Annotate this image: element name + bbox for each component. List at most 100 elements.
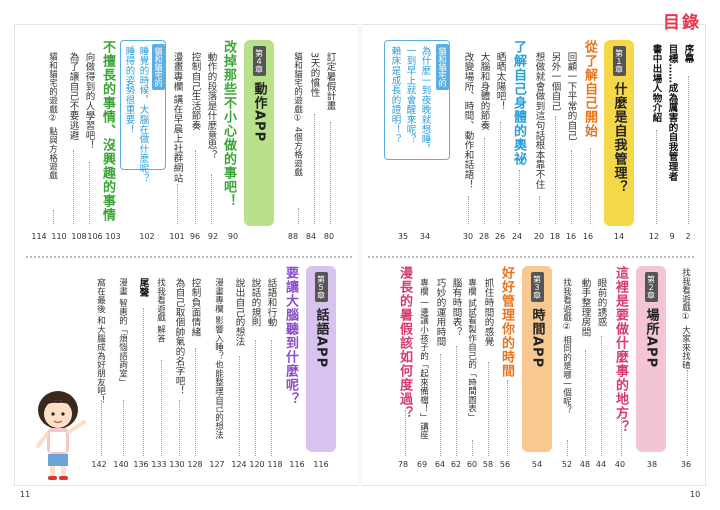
leader-dots — [555, 116, 556, 224]
toc-item[interactable]: 貓和貓宅的遊戲① 4個方格遊戲 — [292, 52, 303, 177]
section-know-yourself[interactable]: 從了解自己開始 — [582, 40, 597, 138]
page-ref: 108 — [71, 232, 87, 241]
leader-dots — [314, 114, 315, 224]
page-ref: 101 — [169, 232, 185, 241]
toc-item[interactable]: 巧妙的運用時間 — [434, 278, 446, 347]
leader-dots — [177, 184, 178, 224]
column-box-1-line[interactable]: 一到早上就會醒來呢？ — [404, 46, 416, 144]
section-body-secret[interactable]: 了解自己身體的奧祕 — [511, 40, 526, 166]
column-box-1-line[interactable]: 賴床是成長的證明！？ — [389, 46, 401, 144]
column-box-1-line[interactable]: 為什麼一到夜晚就想睡， — [419, 46, 431, 154]
section-manage-time[interactable]: 好好管理你的時間 — [499, 266, 514, 378]
toc-intro-prologue[interactable]: 序幕 — [682, 44, 694, 64]
right-page-number: 10 — [690, 490, 701, 499]
girl-illustration — [36, 391, 86, 480]
leader-dots — [590, 148, 591, 224]
page-ref: 38 — [646, 460, 658, 469]
toc-item[interactable]: 另外一個自己 — [549, 52, 561, 111]
toc-item-epilogue[interactable]: 尾聲 — [137, 278, 149, 298]
column-box-1 — [384, 40, 450, 160]
toc-item-game[interactable]: 找我看遊戲① 大家來找碴 — [680, 268, 691, 370]
toc-item[interactable]: 說出自己的想法 — [233, 278, 245, 347]
leader-dots — [53, 210, 54, 224]
toc-item[interactable]: 眼前的誘惑 — [595, 278, 607, 327]
toc-item[interactable]: 控制自己生活節奏 — [189, 52, 201, 131]
page-ref: 96 — [189, 232, 201, 241]
chapter-1-tag: 第１章 — [612, 46, 626, 76]
page-ref: 28 — [478, 232, 490, 241]
chapter-4-title: 動作APP — [251, 82, 267, 143]
leader-dots — [101, 400, 102, 456]
chapter-4-box[interactable]: 第４章 動作APP — [244, 40, 274, 226]
toc-item[interactable]: 為了讓自己不要逃避 — [67, 52, 79, 141]
toc-item[interactable]: 專欄 一邊讓小孩子的「起來備檔！」講座 — [418, 278, 429, 440]
toc-intro-goal[interactable]: 目標……成為厲害的自我管理者 — [666, 44, 678, 182]
toc-item[interactable]: 向做得到的人學習吧！ — [83, 52, 95, 150]
page-ref: 116 — [289, 460, 305, 469]
leader-dots — [456, 346, 457, 456]
chapter-3-box[interactable]: 第３章 時間APP — [522, 266, 552, 452]
page-ref: 9 — [669, 232, 675, 241]
chapter-1-box[interactable]: 第１章 什麼是自我管理？ — [604, 40, 634, 226]
toc-item[interactable]: 控制負面情緒 — [189, 278, 201, 337]
page-ref: 136 — [133, 460, 149, 469]
toc-item[interactable]: 回顧一下平常的自己 — [565, 52, 577, 141]
section-what-place[interactable]: 這裡是要做什麼事的地方？ — [613, 266, 628, 434]
chapter-2-title: 場所APP — [643, 308, 659, 369]
toc-item[interactable]: 貓和貓宅的遊戲② 點與方格遊戲 — [47, 52, 58, 180]
page-ref: 2 — [685, 232, 691, 241]
leader-dots — [567, 440, 568, 456]
toc-item[interactable]: 動作的段落是什麼意思？ — [205, 52, 217, 160]
toc-item[interactable]: 動手整理房間 — [579, 278, 591, 337]
toc-intro-characters[interactable]: 書中出場人物介紹 — [650, 44, 662, 123]
page-ref: 36 — [680, 460, 692, 469]
column-box-2-line[interactable]: 睡覺的時候，大腦在做什麼呢？ — [137, 46, 149, 184]
toc-item[interactable]: 晒晒太陽吧！ — [494, 52, 506, 111]
toc-item[interactable]: 改變場所、時間、動作和話語！ — [462, 52, 474, 190]
toc-item[interactable]: 抓住時間的感覺 — [482, 278, 494, 347]
column-box-1-tab: 貓和貓宅的 — [436, 44, 449, 90]
leader-dots — [89, 162, 90, 224]
toc-item[interactable]: 找我看遊戲② 相同的是哪一個呢？ — [561, 278, 572, 415]
column-box-2-line[interactable]: 睡得的姿勢很重要！ — [123, 46, 135, 135]
section-brain-hear[interactable]: 要讓大腦聽到什麼呢？ — [283, 266, 298, 406]
book-spine — [358, 24, 362, 486]
page-ref: 84 — [305, 232, 317, 241]
page-ref: 103 — [105, 232, 121, 241]
toc-item[interactable]: 漫畫專欄 講在早晨上社群網站 — [171, 52, 183, 183]
toc-item[interactable]: 想做就會做到這句話根本靠不住 — [533, 52, 545, 190]
page-ref: 54 — [531, 460, 543, 469]
chapter-2-box[interactable]: 第２章 場所APP — [636, 266, 666, 452]
page-ref: 116 — [313, 460, 329, 469]
page-ref: 26 — [494, 232, 506, 241]
page-ref: 118 — [267, 460, 283, 469]
chapter-4-tag: 第４章 — [252, 46, 266, 76]
toc-item[interactable]: 大腦和身體的節奏 — [478, 52, 490, 131]
leader-dots — [484, 138, 485, 224]
toc-item[interactable]: 訂定暑假計畫 — [324, 52, 336, 111]
toc-item[interactable]: 為自己取個帥氣的名字吧！ — [173, 278, 185, 396]
page-ref: 90 — [227, 232, 239, 241]
section-stop-careless[interactable]: 改掉那些不小心做的事吧！ — [221, 40, 236, 208]
leader-dots — [500, 122, 501, 224]
leader-dots — [255, 340, 256, 456]
toc-item[interactable]: 漫畫 智惠的「煩惱諮詢室」 — [117, 278, 128, 387]
toc-item[interactable]: 專欄 試試看製作自己的「時間圖表」 — [466, 278, 477, 422]
page-ref: 18 — [549, 232, 561, 241]
page-ref: 127 — [209, 460, 225, 469]
page-ref: 30 — [462, 232, 474, 241]
toc-item[interactable]: 漫畫專欄 影響入睡？也能整理自己的想法 — [213, 278, 224, 440]
section-dislikes[interactable]: 不擅長的事情、沒興趣的事情 — [100, 40, 115, 222]
toc-item[interactable]: 找我看遊戲 解答 — [155, 278, 166, 343]
toc-item[interactable]: 說話的規則 — [249, 278, 261, 327]
chapter-5-box[interactable]: 第５章 話語APP — [306, 266, 336, 452]
toc-item[interactable]: 話語和行動 — [265, 278, 277, 327]
section-summer-vacation[interactable]: 漫長的暑假該如何度過？ — [397, 266, 412, 420]
leader-dots — [298, 208, 299, 224]
toc-item[interactable]: 腦有時間表？ — [450, 278, 462, 337]
toc-item[interactable]: 窩在最後 和大腦成為好朋友吧！ — [95, 278, 106, 405]
page-ref: 120 — [249, 460, 265, 469]
leader-dots — [195, 150, 196, 224]
leader-dots — [507, 380, 508, 456]
toc-item[interactable]: 3天的慣性 — [308, 52, 320, 98]
